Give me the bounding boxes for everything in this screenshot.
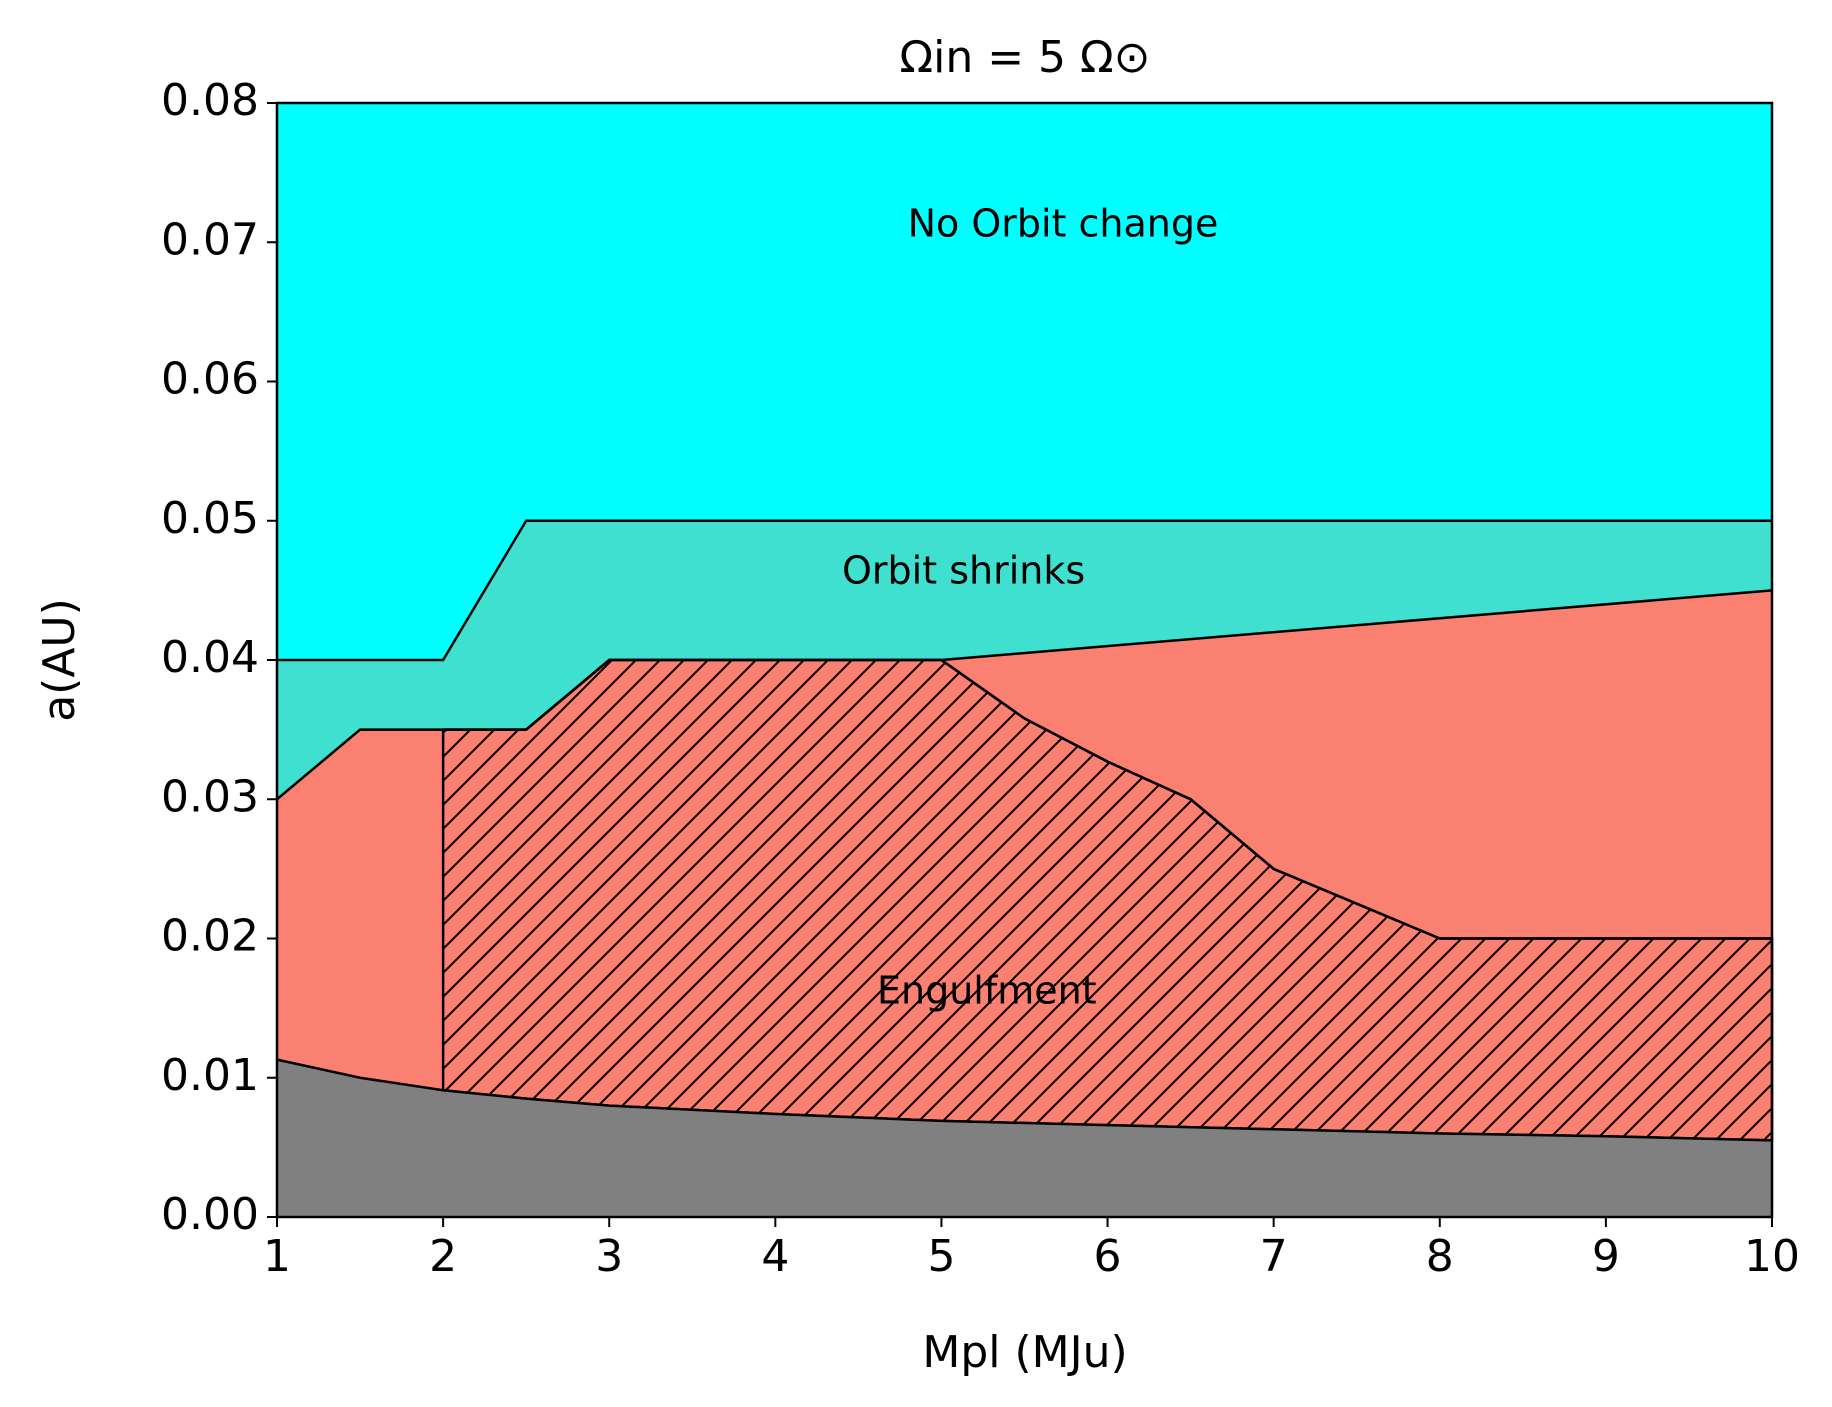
x-tick-label: 5 <box>927 1231 955 1282</box>
x-tick-label: 3 <box>595 1231 623 1282</box>
region-label: No Orbit change <box>908 202 1219 246</box>
y-axis-label: a(AU) <box>34 598 85 722</box>
y-tick-label: 0.04 <box>161 632 259 683</box>
y-tick-label: 0.08 <box>161 75 259 126</box>
y-tick-label: 0.02 <box>161 911 259 962</box>
x-tick-label: 8 <box>1426 1231 1454 1282</box>
x-tick-label: 10 <box>1744 1231 1800 1282</box>
y-tick-label: 0.07 <box>161 214 259 265</box>
boundary-line <box>443 658 1772 940</box>
region-label: Orbit shrinks <box>842 549 1085 593</box>
x-axis-label: Mpl (MJu) <box>922 1327 1127 1378</box>
x-tick-label: 6 <box>1094 1231 1122 1282</box>
y-tick-label: 0.03 <box>161 771 259 822</box>
x-tick-label: 2 <box>429 1231 457 1282</box>
x-tick-label: 1 <box>263 1231 291 1282</box>
boundary-line <box>276 1058 1773 1142</box>
x-tick-label: 9 <box>1592 1231 1620 1282</box>
x-tick-label: 4 <box>761 1231 789 1282</box>
y-tick-label: 0.01 <box>161 1050 259 1101</box>
boundary-line <box>277 519 1772 662</box>
x-tick-label: 7 <box>1260 1231 1288 1282</box>
y-tick-label: 0.06 <box>161 354 259 405</box>
region-fill <box>277 1059 1772 1217</box>
chart-title: Ωin = 5 Ω⊙ <box>899 32 1150 83</box>
y-tick-label: 0.00 <box>161 1189 259 1240</box>
region-label: Engulfment <box>877 969 1097 1013</box>
y-tick-label: 0.05 <box>161 493 259 544</box>
